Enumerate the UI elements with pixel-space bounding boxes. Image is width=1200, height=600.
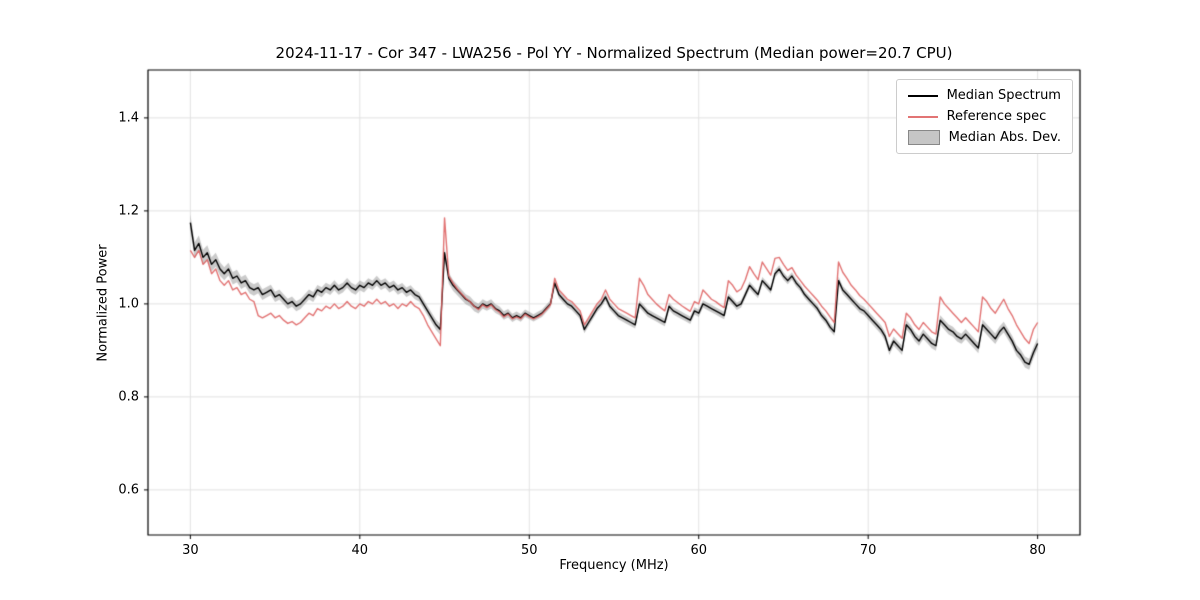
x-tick-label: 50 (520, 543, 538, 558)
legend-label: Reference spec (946, 109, 1047, 124)
legend-item-median-spectrum: Median Spectrum (907, 88, 1061, 103)
y-tick-label: 0.6 (118, 482, 139, 498)
x-tick-label: 80 (1029, 543, 1046, 558)
y-tick-label: 1.4 (118, 110, 139, 126)
legend-label: Median Abs. Dev. (948, 130, 1061, 145)
chart-title: 2024-11-17 - Cor 347 - LWA256 - Pol YY -… (275, 44, 953, 62)
x-tick-label: 60 (690, 543, 707, 558)
y-tick-label: 1.0 (118, 296, 139, 312)
legend-item-reference-spec: Reference spec (907, 109, 1061, 124)
median-abs-dev-patch-swatch-icon (907, 130, 940, 145)
x-axis-label: Frequency (MHz) (559, 558, 669, 573)
legend-label: Median Spectrum (946, 88, 1061, 103)
y-tick-label: 1.2 (118, 203, 139, 219)
median-spectrum-line-swatch-icon (907, 94, 938, 97)
x-tick-label: 40 (351, 543, 369, 558)
y-axis-label: Normalized Power (95, 244, 111, 362)
x-tick-label: 30 (182, 543, 199, 558)
legend-item-median-abs-dev: Median Abs. Dev. (907, 130, 1061, 145)
legend: Median Spectrum Reference spec Median Ab… (895, 79, 1073, 154)
y-tick-label: 0.8 (118, 389, 139, 405)
reference-spec-line-swatch-icon (907, 115, 938, 118)
x-tick-label: 70 (859, 543, 877, 558)
